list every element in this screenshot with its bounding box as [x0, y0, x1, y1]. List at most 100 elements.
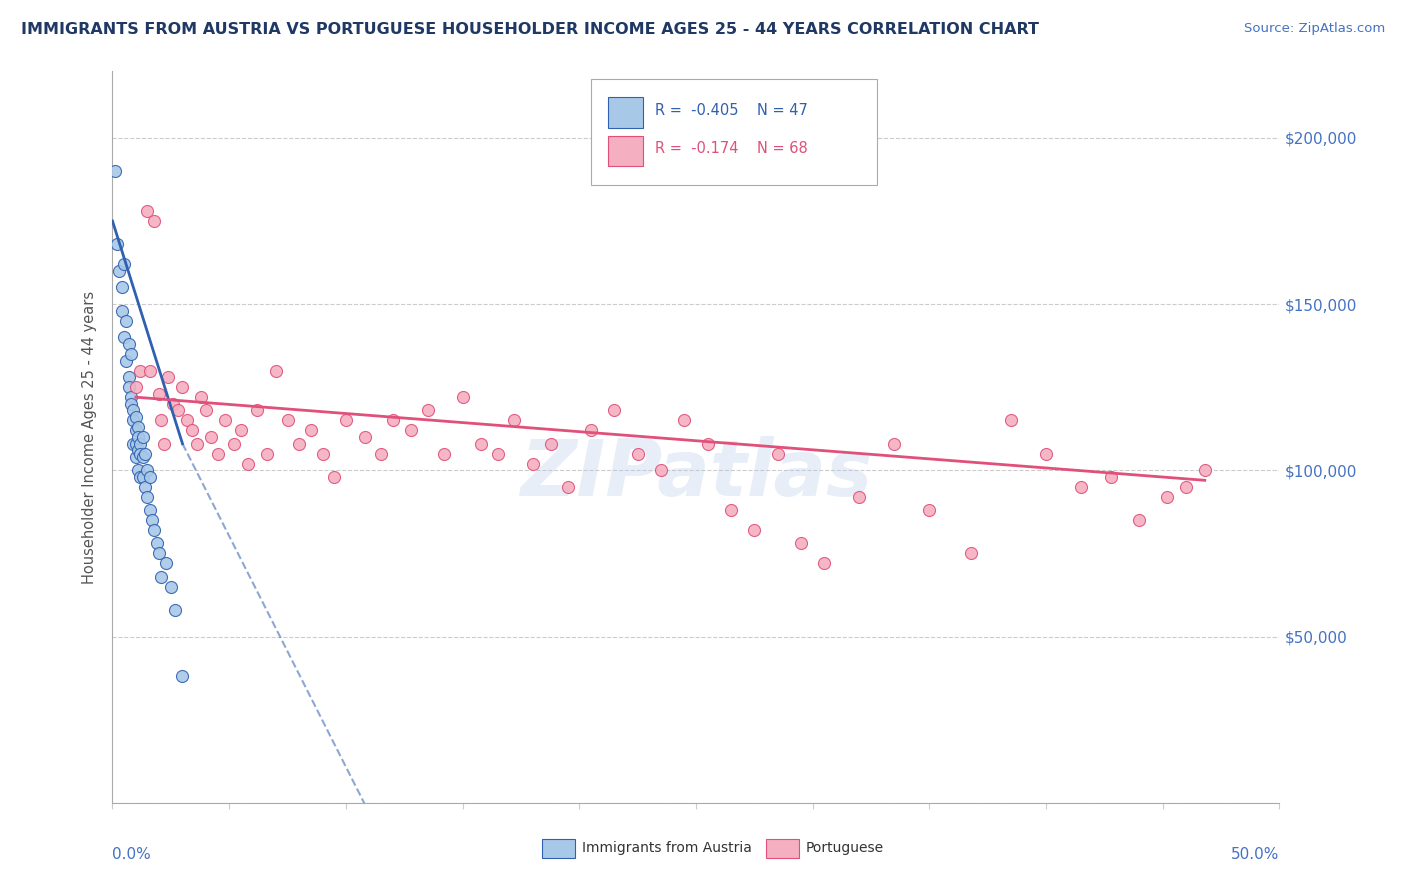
Point [486, 447, 509, 461]
Point [125, 380, 148, 394]
Point [1070, 480, 1092, 494]
Point [236, 457, 259, 471]
Point [503, 413, 526, 427]
Point [229, 424, 252, 438]
Point [166, 403, 188, 417]
Point [153, 436, 176, 450]
Point [120, 397, 142, 411]
Point [115, 353, 138, 368]
Text: ZIPatlas: ZIPatlas [520, 435, 872, 512]
Point [132, 430, 155, 444]
Point [264, 363, 287, 377]
Point [276, 413, 298, 427]
Point [381, 413, 404, 427]
Point [150, 570, 173, 584]
Point [127, 463, 149, 477]
Point [470, 436, 492, 450]
Point [118, 380, 141, 394]
FancyBboxPatch shape [591, 78, 877, 185]
Point [673, 413, 696, 427]
Point [160, 580, 183, 594]
Point [125, 450, 148, 464]
Point [129, 470, 152, 484]
Point [1099, 470, 1122, 484]
Point [127, 420, 149, 434]
Point [146, 536, 169, 550]
Point [180, 424, 202, 438]
Point [696, 436, 718, 450]
Point [136, 204, 159, 219]
Point [105, 237, 128, 252]
Point [143, 214, 166, 228]
Point [246, 403, 269, 417]
Point [125, 424, 148, 438]
Point [353, 430, 375, 444]
Point [1000, 413, 1022, 427]
Point [129, 436, 152, 450]
Point [162, 397, 184, 411]
Point [104, 164, 127, 178]
Point [143, 523, 166, 537]
Point [122, 436, 145, 450]
Point [112, 257, 135, 271]
Point [134, 480, 156, 494]
Text: Immigrants from Austria: Immigrants from Austria [582, 841, 751, 855]
Point [165, 603, 187, 617]
Point [848, 490, 870, 504]
Point [122, 413, 145, 427]
Text: R =  -0.405    N = 47: R = -0.405 N = 47 [655, 103, 808, 118]
Point [134, 447, 156, 461]
FancyBboxPatch shape [541, 839, 575, 858]
Point [136, 490, 159, 504]
Point [148, 546, 170, 560]
Point [883, 436, 905, 450]
Point [129, 363, 152, 377]
Point [918, 503, 941, 517]
Point [172, 669, 194, 683]
Point [744, 523, 766, 537]
Point [1175, 480, 1198, 494]
Point [214, 413, 236, 427]
Point [207, 447, 229, 461]
Point [122, 403, 145, 417]
Point [120, 347, 142, 361]
Point [627, 447, 650, 461]
Point [194, 403, 217, 417]
Point [399, 424, 422, 438]
Point [288, 436, 311, 450]
Point [416, 403, 439, 417]
Point [200, 430, 222, 444]
Point [256, 447, 278, 461]
Point [172, 380, 194, 394]
Text: 50.0%: 50.0% [1232, 847, 1279, 862]
Point [141, 513, 163, 527]
Point [522, 457, 544, 471]
Point [120, 390, 142, 404]
Point [579, 424, 602, 438]
Point [118, 337, 141, 351]
Point [155, 557, 177, 571]
Point [176, 413, 198, 427]
Point [108, 264, 131, 278]
Point [1156, 490, 1178, 504]
Point [311, 447, 333, 461]
Point [127, 430, 149, 444]
Text: Source: ZipAtlas.com: Source: ZipAtlas.com [1244, 22, 1385, 36]
Text: 0.0%: 0.0% [112, 847, 152, 862]
Point [813, 557, 835, 571]
Point [190, 390, 212, 404]
Text: IMMIGRANTS FROM AUSTRIA VS PORTUGUESE HOUSEHOLDER INCOME AGES 25 - 44 YEARS CORR: IMMIGRANTS FROM AUSTRIA VS PORTUGUESE HO… [21, 22, 1039, 37]
Point [720, 503, 742, 517]
Point [112, 330, 135, 344]
Point [111, 280, 134, 294]
Point [766, 447, 789, 461]
Point [118, 370, 141, 384]
Point [132, 470, 155, 484]
FancyBboxPatch shape [609, 97, 644, 128]
Point [186, 436, 208, 450]
Point [139, 503, 162, 517]
Point [603, 403, 626, 417]
Point [433, 447, 456, 461]
Text: R =  -0.174    N = 68: R = -0.174 N = 68 [655, 142, 808, 156]
Point [1128, 513, 1150, 527]
